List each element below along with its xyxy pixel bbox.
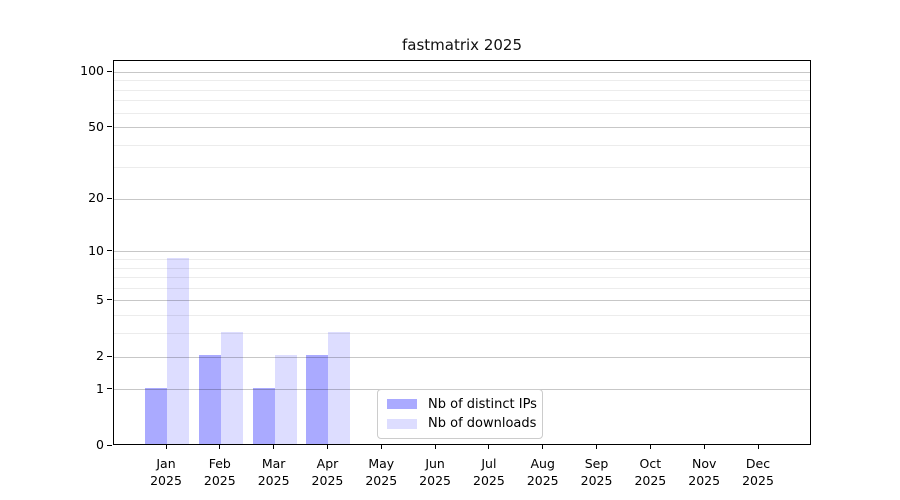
bar-feb-distinct-ips [199, 355, 221, 444]
x-tick-mark-dec [758, 445, 759, 449]
x-tick-label-jan: Jan 2025 [138, 455, 194, 489]
y-tick-mark-5 [107, 299, 112, 300]
gridline-minor-90 [114, 80, 810, 81]
x-tick-label-oct: Oct 2025 [622, 455, 678, 489]
legend-label-downloads: Nb of downloads [428, 416, 536, 431]
chart-title: fastmatrix 2025 [113, 36, 811, 54]
y-tick-mark-20 [107, 198, 112, 199]
gridline-minor-70 [114, 100, 810, 101]
x-tick-mark-aug [542, 445, 543, 449]
x-tick-label-jul: Jul 2025 [461, 455, 517, 489]
x-tick-label-apr: Apr 2025 [299, 455, 355, 489]
x-tick-label-dec: Dec 2025 [730, 455, 786, 489]
gridline-minor-7 [114, 277, 810, 278]
x-tick-mark-sep [596, 445, 597, 449]
x-tick-mark-oct [650, 445, 651, 449]
x-tick-mark-mar [273, 445, 274, 449]
x-tick-mark-feb [219, 445, 220, 449]
y-tick-label-0: 0 [0, 438, 104, 452]
y-tick-mark-1 [107, 388, 112, 389]
legend-swatch-distinct-ips [387, 399, 417, 409]
x-tick-label-mar: Mar 2025 [246, 455, 302, 489]
y-tick-mark-0 [107, 445, 112, 446]
gridline-major-5 [114, 300, 810, 301]
gridline-minor-3 [114, 333, 810, 334]
legend: Nb of distinct IPs Nb of downloads [377, 389, 543, 439]
bar-mar-downloads [275, 355, 297, 444]
y-tick-label-5: 5 [0, 293, 104, 307]
y-tick-mark-50 [107, 126, 112, 127]
y-tick-label-1: 1 [0, 382, 104, 396]
x-tick-label-aug: Aug 2025 [515, 455, 571, 489]
gridline-minor-6 [114, 288, 810, 289]
chart-canvas: fastmatrix 2025 0 1 2 5 10 20 50 100 Jan 2025Feb… [0, 0, 900, 500]
x-tick-label-sep: Sep 2025 [569, 455, 625, 489]
gridline-major-20 [114, 199, 810, 200]
gridline-minor-30 [114, 167, 810, 168]
bar-jan-distinct-ips [145, 388, 167, 444]
x-tick-mark-nov [704, 445, 705, 449]
x-tick-mark-apr [327, 445, 328, 449]
y-tick-label-10: 10 [0, 244, 104, 258]
bar-feb-downloads [221, 332, 243, 444]
legend-entry-distinct-ips: Nb of distinct IPs [387, 397, 533, 412]
y-tick-label-50: 50 [0, 120, 104, 134]
bar-jan-downloads [167, 258, 189, 445]
x-tick-mark-jan [166, 445, 167, 449]
x-tick-mark-jun [435, 445, 436, 449]
x-tick-label-feb: Feb 2025 [192, 455, 248, 489]
y-tick-mark-2 [107, 356, 112, 357]
x-tick-label-jun: Jun 2025 [407, 455, 463, 489]
legend-entry-downloads: Nb of downloads [387, 416, 533, 431]
y-tick-mark-100 [107, 71, 112, 72]
gridline-minor-9 [114, 259, 810, 260]
bar-apr-downloads [328, 332, 350, 444]
gridline-minor-40 [114, 145, 810, 146]
x-tick-mark-jul [488, 445, 489, 449]
legend-label-distinct-ips: Nb of distinct IPs [428, 397, 537, 412]
y-tick-label-100: 100 [0, 64, 104, 78]
bar-mar-distinct-ips [253, 388, 275, 444]
legend-swatch-downloads [387, 419, 417, 429]
gridline-major-50 [114, 127, 810, 128]
x-tick-label-may: May 2025 [353, 455, 409, 489]
y-tick-label-20: 20 [0, 191, 104, 205]
gridline-major-100 [114, 72, 810, 73]
gridline-minor-80 [114, 90, 810, 91]
gridline-minor-60 [114, 113, 810, 114]
gridline-minor-8 [114, 268, 810, 269]
bar-apr-distinct-ips [306, 355, 328, 444]
x-tick-label-nov: Nov 2025 [676, 455, 732, 489]
plot-area [113, 60, 811, 445]
gridline-major-10 [114, 251, 810, 252]
y-tick-mark-10 [107, 250, 112, 251]
gridline-minor-4 [114, 315, 810, 316]
y-tick-label-2: 2 [0, 349, 104, 363]
gridline-major-2 [114, 357, 810, 358]
x-tick-mark-may [381, 445, 382, 449]
